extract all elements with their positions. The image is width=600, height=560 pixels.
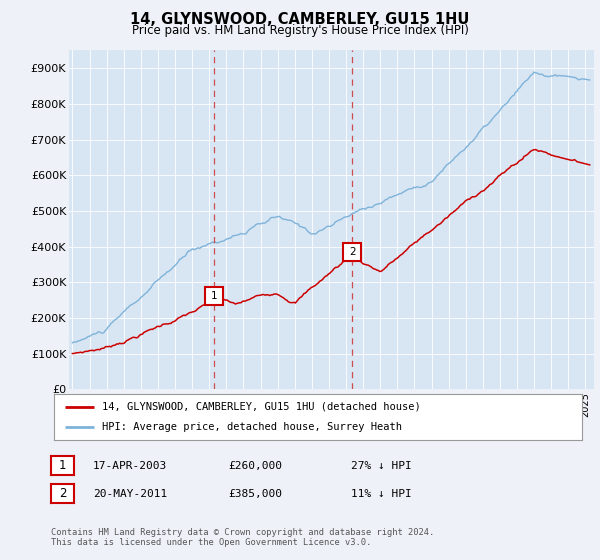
Text: Price paid vs. HM Land Registry's House Price Index (HPI): Price paid vs. HM Land Registry's House … xyxy=(131,24,469,37)
Text: £260,000: £260,000 xyxy=(228,461,282,471)
Text: 17-APR-2003: 17-APR-2003 xyxy=(93,461,167,471)
Text: 2: 2 xyxy=(59,487,66,501)
Text: 1: 1 xyxy=(59,459,66,473)
Text: 14, GLYNSWOOD, CAMBERLEY, GU15 1HU (detached house): 14, GLYNSWOOD, CAMBERLEY, GU15 1HU (deta… xyxy=(101,402,420,412)
Text: 1: 1 xyxy=(211,291,217,301)
Text: HPI: Average price, detached house, Surrey Heath: HPI: Average price, detached house, Surr… xyxy=(101,422,401,432)
Text: 20-MAY-2011: 20-MAY-2011 xyxy=(93,489,167,499)
Text: £385,000: £385,000 xyxy=(228,489,282,499)
Text: 2: 2 xyxy=(349,247,356,257)
Text: 27% ↓ HPI: 27% ↓ HPI xyxy=(351,461,412,471)
Text: 11% ↓ HPI: 11% ↓ HPI xyxy=(351,489,412,499)
Text: Contains HM Land Registry data © Crown copyright and database right 2024.
This d: Contains HM Land Registry data © Crown c… xyxy=(51,528,434,547)
Text: 14, GLYNSWOOD, CAMBERLEY, GU15 1HU: 14, GLYNSWOOD, CAMBERLEY, GU15 1HU xyxy=(130,12,470,27)
